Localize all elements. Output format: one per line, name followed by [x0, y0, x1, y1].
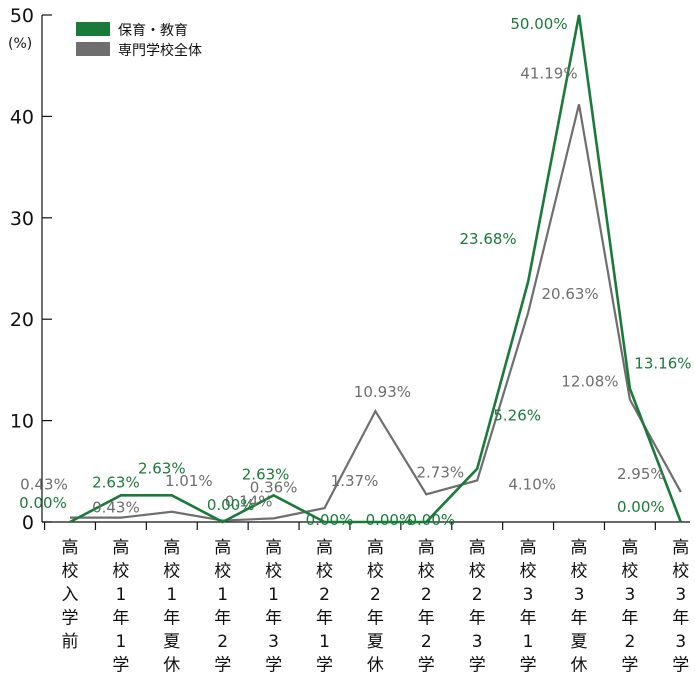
data-label-green: 50.00% — [510, 15, 567, 33]
x-tick-label: 高校1年2学期 — [214, 538, 231, 675]
x-tick-label: 高校3年1学期 — [520, 538, 537, 675]
legend-label-green: 保育・教育 — [118, 23, 188, 39]
data-label-gray: 2.73% — [416, 463, 464, 481]
y-tick-label: 50 — [10, 5, 34, 27]
x-tick-label: 高校3年夏休み — [571, 538, 588, 675]
data-label-gray: 0.36% — [250, 478, 298, 496]
data-label-gray: 0.43% — [20, 476, 68, 494]
data-label-green: 0.00% — [19, 494, 67, 512]
series-lines — [69, 14, 683, 524]
data-label-gray: 12.08% — [561, 373, 618, 391]
x-tick-label: 高校入学前 — [62, 538, 79, 652]
x-tick-label: 高校3年2学期 — [621, 538, 638, 675]
y-tick-label: 0 — [22, 512, 34, 534]
series-line-gray — [70, 104, 682, 522]
data-label-gray: 2.95% — [617, 465, 665, 483]
data-label-gray: 0.43% — [92, 499, 140, 517]
x-tick-label: 高校2年1学期 — [316, 538, 333, 675]
x-tick-label: 高校2年2学期 — [418, 538, 435, 675]
data-label-green: 0.00% — [617, 498, 665, 516]
data-label-green: 13.16% — [634, 355, 691, 373]
data-labels: 0.43% 0.43% 1.01% 0.14%0.36% 1.37% 10.93% 2.73… — [19, 15, 691, 529]
data-label-green: 0.00% — [407, 511, 455, 529]
data-label-green: 2.63% — [92, 473, 140, 491]
y-tick-label: 10 — [10, 411, 34, 433]
data-label-gray: 20.63% — [541, 285, 598, 303]
data-label-green: 0.00% — [306, 511, 354, 529]
x-tick-label: 高校1年夏休み — [163, 538, 180, 675]
y-tick-label: 30 — [10, 208, 34, 230]
data-label-gray: 4.10% — [508, 475, 556, 493]
data-label-green: 5.26% — [493, 407, 541, 425]
y-tick-label: 20 — [10, 309, 34, 331]
legend-swatch-gray — [76, 42, 110, 56]
data-label-green: 0.00% — [366, 511, 414, 529]
data-label-gray: 10.93% — [354, 383, 411, 401]
data-label-gray: 1.37% — [331, 472, 379, 490]
legend-label-gray: 専門学校全体 — [118, 42, 202, 59]
x-tick-label: 高校2年夏休み — [367, 538, 384, 675]
data-label-gray: 1.01% — [165, 472, 213, 490]
data-label-gray: 0.14% — [225, 493, 273, 511]
data-label-green: 2.63% — [242, 465, 290, 483]
x-tick-label: 高校1年1学期 — [112, 538, 129, 675]
x-tick-label: 高校1年3学期 — [265, 538, 282, 675]
x-tick-label: 高校2年3学期 — [469, 538, 486, 675]
series-line-green — [69, 14, 683, 524]
data-label-green: 23.68% — [459, 230, 516, 248]
x-tick-label: 高校3年3学期 — [672, 538, 689, 675]
data-label-green: 0.00% — [207, 496, 255, 514]
y-unit-label: (%) — [8, 36, 32, 52]
data-label-green: 2.63% — [138, 459, 186, 477]
legend-swatch-green — [76, 22, 110, 36]
data-label-gray: 41.19% — [520, 64, 577, 82]
y-tick-label: 40 — [10, 106, 34, 128]
axes: 0 10 20 30 40 50 (%) 高校入学前 高校1年1学期 高校1年夏休み 高校1年2学期… — [8, 5, 690, 675]
